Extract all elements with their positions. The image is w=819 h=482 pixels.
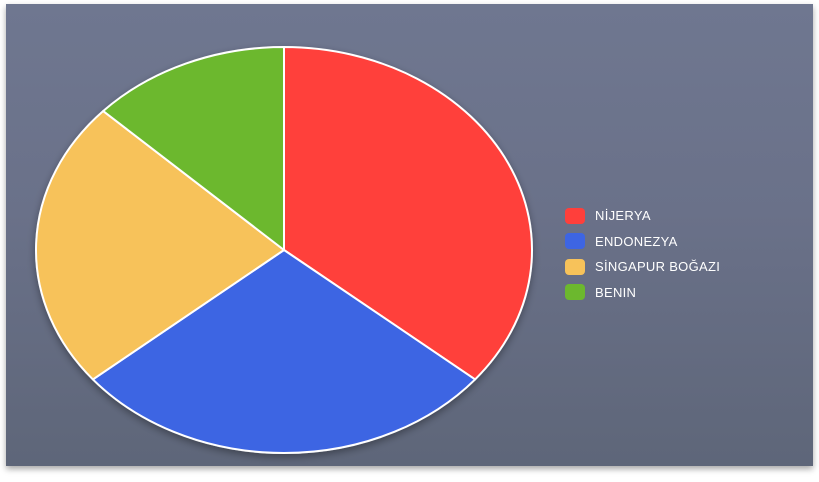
chart-legend: NİJERYA ENDONEZYA SİNGAPUR BOĞAZI BENIN (565, 203, 720, 305)
pie-slice-endonezya[interactable] (91, 249, 477, 455)
legend-swatch (565, 207, 585, 224)
pie-chart (35, 46, 533, 455)
pie-slice-si-ngapur-bo-azi[interactable] (35, 110, 285, 381)
legend-label: NİJERYA (595, 208, 651, 224)
legend-swatch (565, 258, 585, 275)
legend-item[interactable]: NİJERYA (565, 203, 720, 229)
pie-slices (35, 46, 533, 455)
legend-label: ENDONEZYA (595, 233, 678, 249)
legend-item[interactable]: SİNGAPUR BOĞAZI (565, 254, 720, 280)
legend-swatch (565, 284, 585, 301)
legend-label: SİNGAPUR BOĞAZI (595, 259, 721, 275)
legend-label: BENIN (595, 284, 637, 300)
legend-swatch (565, 233, 585, 250)
pie-slice-benin[interactable] (102, 46, 285, 251)
chart-panel: NİJERYA ENDONEZYA SİNGAPUR BOĞAZI BENIN (6, 4, 813, 466)
pie-slice-ni-jerya[interactable] (283, 46, 533, 381)
legend-item[interactable]: ENDONEZYA (565, 229, 720, 255)
legend-item[interactable]: BENIN (565, 280, 720, 306)
